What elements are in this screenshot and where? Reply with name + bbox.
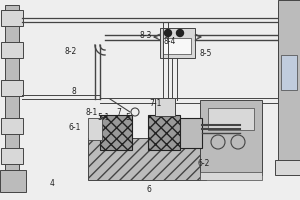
Bar xyxy=(1,42,23,58)
Text: 8-2: 8-2 xyxy=(64,46,76,55)
Text: 8-5: 8-5 xyxy=(199,48,212,58)
Text: 8-3: 8-3 xyxy=(139,30,152,40)
Bar xyxy=(160,28,195,58)
Bar xyxy=(275,160,300,175)
Circle shape xyxy=(164,29,172,36)
Text: 6: 6 xyxy=(146,184,151,194)
Bar xyxy=(1,118,23,134)
Bar xyxy=(163,38,191,54)
Bar xyxy=(1,10,23,26)
Text: 5-1: 5-1 xyxy=(97,114,110,122)
Text: 6-1: 6-1 xyxy=(69,122,81,132)
Bar xyxy=(278,0,300,165)
Bar xyxy=(208,108,254,130)
Bar xyxy=(1,148,23,164)
Text: 7-1: 7-1 xyxy=(150,99,162,108)
Circle shape xyxy=(176,29,184,36)
Bar xyxy=(180,118,202,148)
Text: 6-2: 6-2 xyxy=(198,160,210,168)
Bar xyxy=(0,170,26,192)
Bar xyxy=(148,115,180,150)
Bar xyxy=(281,55,297,90)
Text: 7: 7 xyxy=(116,108,121,117)
Bar xyxy=(100,115,132,150)
Text: 8: 8 xyxy=(71,86,76,96)
Bar xyxy=(88,118,102,140)
Bar xyxy=(155,98,175,116)
Text: 8-4: 8-4 xyxy=(163,38,176,46)
Text: 4: 4 xyxy=(50,180,55,188)
Bar xyxy=(200,172,262,180)
Bar xyxy=(200,100,262,175)
Text: 5: 5 xyxy=(125,114,130,122)
Text: 8-1: 8-1 xyxy=(85,108,98,117)
Bar xyxy=(5,5,19,175)
Bar xyxy=(1,80,23,96)
Bar xyxy=(88,138,206,180)
